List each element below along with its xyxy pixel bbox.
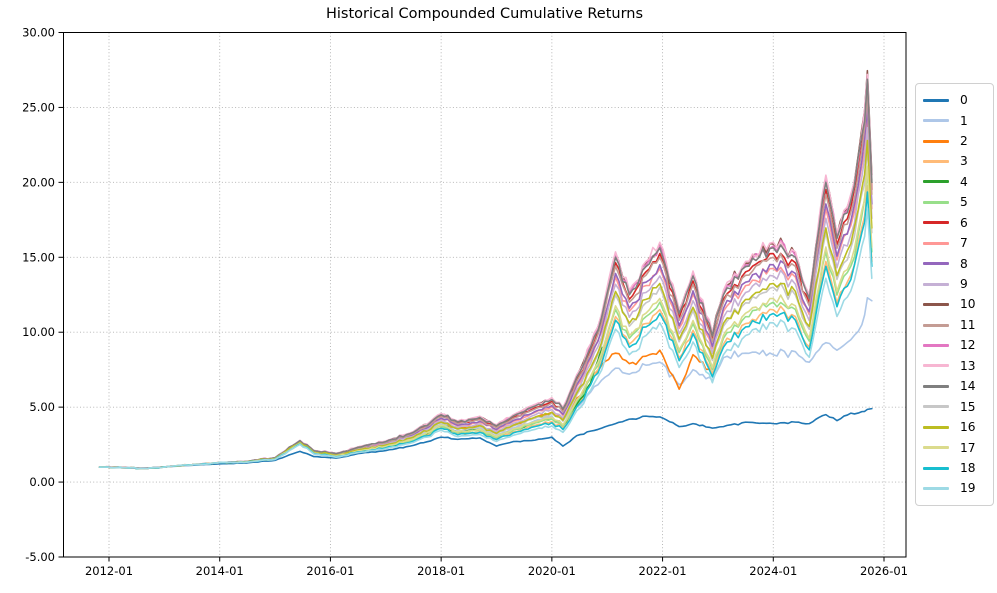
axes-ticks: 2012-01 2014-01 2016-01 2018-01 2020-01 2022-… bbox=[22, 26, 908, 579]
legend-item-10: 10 bbox=[923, 294, 985, 314]
legend-swatch bbox=[923, 282, 949, 286]
legend-swatch bbox=[923, 200, 949, 204]
legend-item-15: 15 bbox=[923, 397, 985, 417]
legend-label: 18 bbox=[960, 460, 976, 475]
legend-label: 16 bbox=[960, 420, 976, 435]
x-tick-label: 2018-01 bbox=[417, 564, 465, 578]
legend-item-7: 7 bbox=[923, 233, 985, 253]
legend-item-8: 8 bbox=[923, 254, 985, 274]
legend-label: 11 bbox=[960, 317, 976, 332]
legend-label: 8 bbox=[960, 256, 968, 271]
legend-item-19: 19 bbox=[923, 478, 985, 498]
legend-label: 17 bbox=[960, 440, 976, 455]
grid bbox=[63, 32, 906, 558]
legend-item-0: 0 bbox=[923, 90, 985, 110]
legend-label: 19 bbox=[960, 481, 976, 496]
y-tick-label: 15.00 bbox=[22, 250, 55, 264]
legend-item-1: 1 bbox=[923, 110, 985, 130]
legend-label: 10 bbox=[960, 297, 976, 312]
legend-swatch bbox=[923, 466, 949, 470]
legend-swatch bbox=[923, 98, 949, 102]
legend-label: 9 bbox=[960, 277, 968, 292]
legend-swatch bbox=[923, 384, 949, 388]
y-tick-label: 5.00 bbox=[29, 400, 55, 414]
axes-frame bbox=[63, 32, 907, 558]
legend-swatch bbox=[923, 425, 949, 429]
legend-item-5: 5 bbox=[923, 192, 985, 212]
y-tick-label: -5.00 bbox=[25, 550, 55, 564]
legend-item-12: 12 bbox=[923, 335, 985, 355]
legend-label: 14 bbox=[960, 379, 976, 394]
series-line-19 bbox=[98, 207, 873, 470]
legend-swatch bbox=[923, 487, 949, 491]
series-line-3 bbox=[98, 184, 873, 470]
y-tick-label: 10.00 bbox=[22, 325, 55, 339]
series-line-7 bbox=[98, 113, 873, 470]
legend-swatch bbox=[923, 303, 949, 307]
legend-label: 1 bbox=[960, 113, 968, 128]
x-tick-label: 2026-01 bbox=[860, 564, 908, 578]
legend-label: 15 bbox=[960, 399, 976, 414]
legend-swatch bbox=[923, 241, 949, 245]
series-line-1 bbox=[98, 296, 873, 470]
legend-item-6: 6 bbox=[923, 213, 985, 233]
legend-item-13: 13 bbox=[923, 356, 985, 376]
legend-item-14: 14 bbox=[923, 376, 985, 396]
x-tick-label: 2012-01 bbox=[85, 564, 133, 578]
legend-label: 5 bbox=[960, 195, 968, 210]
series-line-12 bbox=[98, 75, 873, 470]
series-line-13 bbox=[98, 73, 873, 470]
legend-swatch bbox=[923, 139, 949, 143]
legend-item-3: 3 bbox=[923, 151, 985, 171]
legend-label: 12 bbox=[960, 338, 976, 353]
series-line-11 bbox=[98, 94, 873, 470]
legend-swatch bbox=[923, 221, 949, 225]
series-lines bbox=[98, 69, 873, 470]
legend-label: 2 bbox=[960, 133, 968, 148]
legend-swatch bbox=[923, 180, 949, 184]
legend-swatch bbox=[923, 343, 949, 347]
legend-item-18: 18 bbox=[923, 458, 985, 478]
legend-item-9: 9 bbox=[923, 274, 985, 294]
legend-swatch bbox=[923, 160, 949, 164]
legend-item-4: 4 bbox=[923, 172, 985, 192]
legend-item-2: 2 bbox=[923, 131, 985, 151]
legend-label: 6 bbox=[960, 215, 968, 230]
y-tick-label: 0.00 bbox=[29, 475, 55, 489]
y-tick-label: 30.00 bbox=[22, 26, 55, 40]
legend-swatch bbox=[923, 446, 949, 450]
series-line-10 bbox=[98, 69, 873, 470]
legend-item-11: 11 bbox=[923, 315, 985, 335]
series-line-8 bbox=[98, 107, 873, 470]
legend-swatch bbox=[923, 262, 949, 266]
x-tick-label: 2022-01 bbox=[639, 564, 687, 578]
legend-swatch bbox=[923, 119, 949, 123]
legend-swatch bbox=[923, 323, 949, 327]
y-tick-label: 25.00 bbox=[22, 100, 55, 114]
legend-label: 4 bbox=[960, 174, 968, 189]
x-tick-label: 2014-01 bbox=[196, 564, 244, 578]
legend-label: 13 bbox=[960, 358, 976, 373]
x-tick-label: 2024-01 bbox=[749, 564, 797, 578]
x-tick-label: 2020-01 bbox=[528, 564, 576, 578]
legend-item-16: 16 bbox=[923, 417, 985, 437]
series-line-0 bbox=[98, 407, 873, 469]
legend-swatch bbox=[923, 405, 949, 409]
series-line-2 bbox=[98, 349, 714, 470]
legend-item-17: 17 bbox=[923, 437, 985, 457]
series-line-6 bbox=[98, 88, 873, 470]
legend-swatch bbox=[923, 364, 949, 368]
legend-label: 3 bbox=[960, 154, 968, 169]
chart-title: Historical Compounded Cumulative Returns bbox=[325, 6, 644, 22]
legend: 0 1 2 3 4 5 6 7 8 9 10 11 12 13 14 15 16 17 18 19 bbox=[915, 83, 994, 506]
y-tick-label: 20.00 bbox=[22, 175, 55, 189]
legend-label: 0 bbox=[960, 93, 968, 108]
x-tick-label: 2016-01 bbox=[306, 564, 354, 578]
legend-label: 7 bbox=[960, 236, 968, 251]
